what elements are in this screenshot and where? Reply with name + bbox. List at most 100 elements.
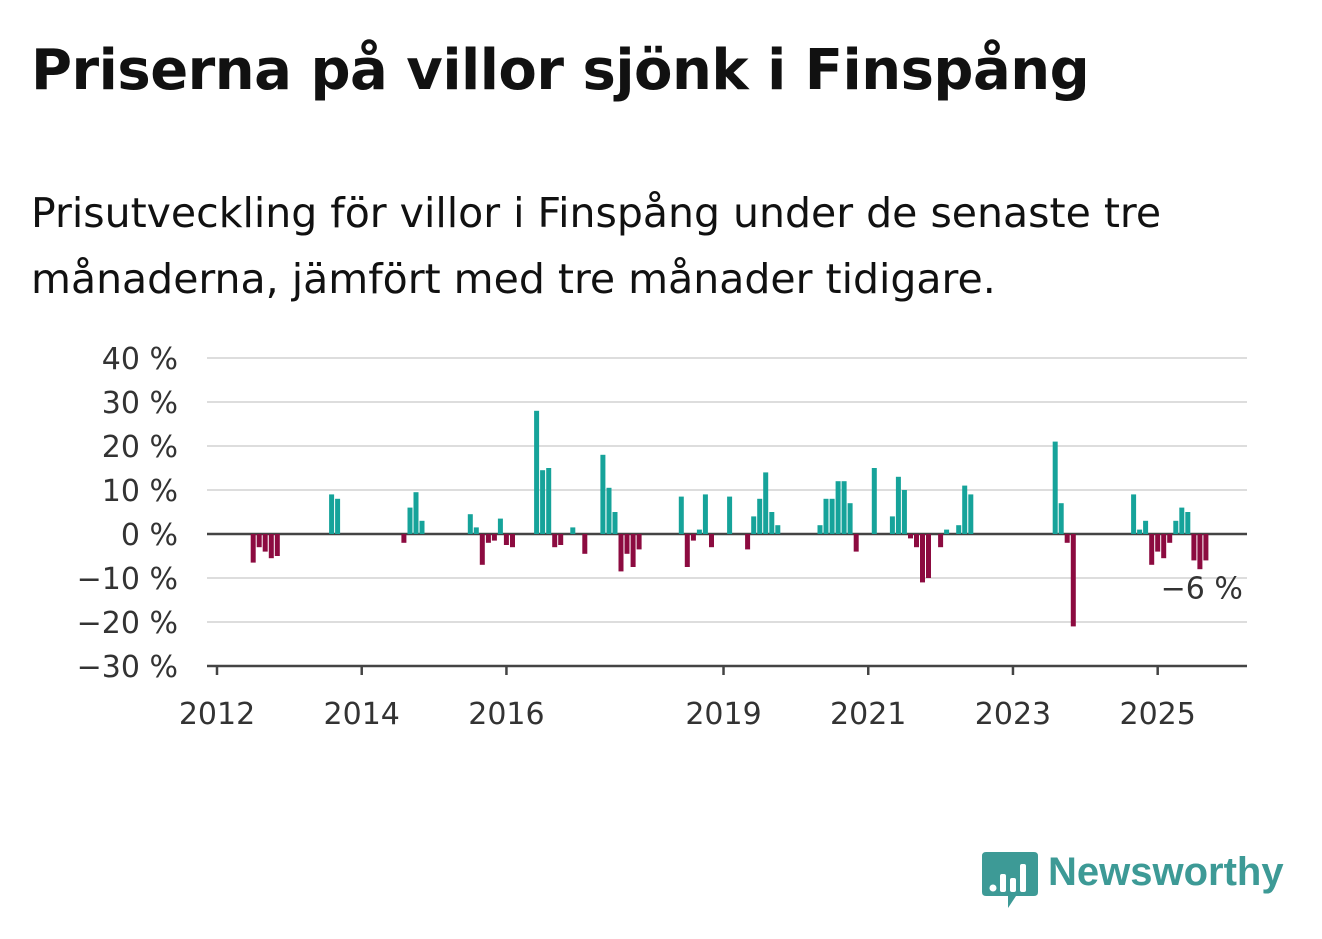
bar [407,507,413,534]
chart-title: Priserna på villor sjönk i Finspång [31,38,1090,103]
bar [600,454,606,534]
latest-value-label: −6 % [1161,571,1243,606]
bar [1173,520,1179,534]
x-tick-label: 2021 [830,697,906,732]
x-tick-label: 2012 [179,697,255,732]
bar [268,534,274,559]
bar [968,494,974,534]
y-tick-label: 10 % [102,474,178,509]
bar [696,529,702,534]
bar [938,534,944,548]
bar [1137,529,1143,534]
bar [871,468,877,534]
bar [926,534,931,578]
y-tick-label: 30 % [102,386,178,421]
bar [582,534,588,554]
bar [769,512,775,534]
bar [636,534,642,550]
bar [1191,534,1197,561]
y-tick-label: 40 % [102,342,178,377]
bar [329,494,335,534]
newsworthy-logo-icon [982,852,1038,908]
newsworthy-logo: Newsworthy [980,848,1300,912]
bar [684,534,690,567]
bar [835,481,841,534]
bar [1185,512,1191,534]
bar [702,494,708,534]
bar [678,496,684,534]
bar [727,496,733,534]
gridlines [207,357,1247,623]
x-tick-label: 2014 [324,697,400,732]
bar [467,514,473,534]
y-tick-label: 20 % [102,430,178,465]
bar [503,534,509,545]
bar [956,525,962,534]
bar [473,527,479,534]
bar [853,534,859,552]
bar [920,534,925,583]
bar [335,498,341,534]
bar [690,534,696,541]
bar [606,487,612,534]
bar [1179,507,1185,534]
bar [497,518,503,534]
x-tick-label: 2023 [975,697,1051,732]
bar [534,410,540,534]
bar [775,525,781,534]
bar [401,534,407,543]
bar [630,534,636,567]
bar [1161,534,1167,559]
bar [274,534,280,556]
bar [751,516,757,534]
bar [413,492,419,534]
newsworthy-logo-text: Newsworthy [1048,850,1284,894]
bar [914,534,919,548]
bar [510,534,515,548]
bar [624,534,630,554]
bar [1064,534,1070,543]
bar [540,470,546,534]
annotations: −6 % [1161,571,1243,606]
bar [745,534,751,550]
bar [709,534,714,548]
bar [479,534,485,565]
x-tick-label: 2019 [685,697,761,732]
bar [552,534,558,548]
bar [829,498,835,534]
bar [491,534,497,541]
y-tick-label: −30 % [77,650,178,685]
bar [944,529,950,534]
bar [1197,534,1203,570]
y-tick-label: 0 % [121,518,178,553]
bar [250,534,256,563]
bar [817,525,823,534]
bar [1149,534,1155,565]
bar [763,472,769,534]
bar [262,534,268,552]
bar [823,498,829,534]
y-axis-labels: 40 % 30 % 20 % 10 % 0 % −10 % −20 % −30 % [77,342,178,685]
bar [1167,534,1173,543]
bar [558,534,564,545]
bar [612,512,618,534]
bar [1203,534,1209,561]
bar [901,490,907,534]
y-tick-label: −20 % [77,606,178,641]
bar [962,485,968,534]
bar [1070,534,1076,627]
chart-subtitle: Prisutveckling för villor i Finspång und… [31,189,1162,303]
x-tick-label: 2025 [1120,697,1196,732]
bar [1143,520,1149,534]
bar [419,520,425,534]
bar [570,527,576,534]
bar [546,468,552,534]
bar [757,498,763,534]
bar [256,534,262,548]
bar [889,516,895,534]
bar [1131,494,1137,534]
bar [908,534,913,539]
bar [847,503,853,534]
y-tick-label: −10 % [77,562,178,597]
x-tick-label: 2016 [468,697,544,732]
